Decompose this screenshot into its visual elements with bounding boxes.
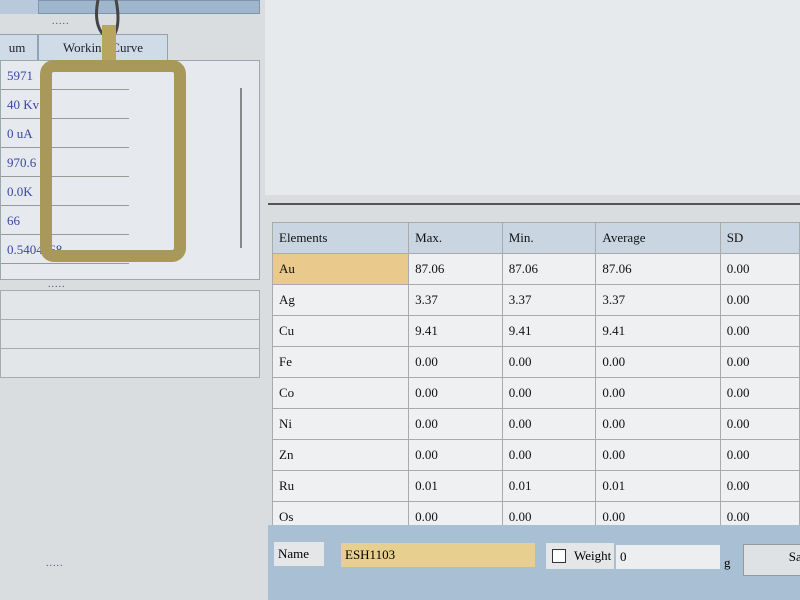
param-value: 0 uA [1, 119, 129, 148]
cell-sd: 0.00 [719, 315, 800, 347]
table-row[interactable]: Fe 0.00 0.00 0.00 0.00 [271, 346, 800, 378]
cell-average: 9.41 [595, 315, 721, 347]
cell-average: 0.00 [595, 408, 721, 440]
table-header: Elements Max. Min. Average SD [271, 222, 800, 254]
table-row[interactable]: Ni 0.00 0.00 0.00 0.00 [271, 408, 800, 440]
param-value: 40 Kv [1, 90, 129, 119]
cell-min: 9.41 [501, 315, 597, 347]
cell-element: Ag [271, 284, 410, 316]
pendant-overlay [40, 0, 186, 262]
param-value: 970.6 [1, 148, 129, 177]
name-label: Name [274, 542, 324, 566]
cell-max: 3.37 [408, 284, 503, 316]
cell-average: 0.01 [595, 470, 721, 502]
weight-unit: g [724, 555, 731, 570]
cell-min: 0.01 [501, 470, 597, 502]
cell-sd: 0.00 [719, 470, 800, 502]
cell-element: Co [271, 377, 410, 409]
cell-min: 3.37 [501, 284, 597, 316]
col-elements: Elements [271, 222, 410, 254]
cell-element: Ni [271, 408, 410, 440]
cell-sd: 0.00 [719, 284, 800, 316]
cell-average: 0.00 [595, 439, 721, 471]
cell-min: 87.06 [501, 253, 597, 285]
results-table: Elements Max. Min. Average SD Au 87.06 87.… [271, 222, 800, 533]
cell-min: 0.00 [501, 439, 597, 471]
table-row[interactable]: Ag 3.37 3.37 3.37 0.00 [271, 284, 800, 316]
param-value: 5971 [1, 61, 129, 90]
cell-element: Au [271, 253, 410, 285]
cell-sd: 0.00 [719, 253, 800, 285]
cell-element: Fe [271, 346, 410, 378]
cell-element: Zn [271, 439, 410, 471]
save-button[interactable]: Save [743, 544, 800, 576]
cell-min: 0.00 [501, 377, 597, 409]
divider [268, 203, 800, 205]
splitter-grip[interactable]: ..... [48, 279, 66, 290]
cell-sd: 0.00 [719, 408, 800, 440]
cell-element: Cu [271, 315, 410, 347]
cell-max: 87.06 [408, 253, 503, 285]
table-row[interactable]: Ru 0.01 0.01 0.01 0.00 [271, 470, 800, 502]
cell-average: 0.00 [595, 377, 721, 409]
cell-min: 0.00 [501, 408, 597, 440]
col-min: Min. [501, 222, 597, 254]
tab-spectrum[interactable]: um [0, 34, 38, 61]
cell-max: 9.41 [408, 315, 503, 347]
left-top-button[interactable] [38, 0, 260, 14]
table-row[interactable]: Zn 0.00 0.00 0.00 0.00 [271, 439, 800, 471]
weight-input[interactable]: 0 [616, 545, 720, 569]
weight-checkbox[interactable] [552, 549, 566, 563]
col-max: Max. [408, 222, 503, 254]
name-input[interactable]: ESH1103 [341, 543, 535, 567]
cell-average: 87.06 [595, 253, 721, 285]
cell-max: 0.00 [408, 439, 503, 471]
table-row[interactable]: Cu 9.41 9.41 9.41 0.00 [271, 315, 800, 347]
col-sd: SD [719, 222, 800, 254]
cell-element: Ru [271, 470, 410, 502]
cell-average: 3.37 [595, 284, 721, 316]
weight-label: Weight [574, 548, 612, 563]
cell-sd: 0.00 [719, 439, 800, 471]
param-value: 66 [1, 206, 129, 235]
cell-max: 0.00 [408, 408, 503, 440]
param-value: 0.0K [1, 177, 129, 206]
field-row [0, 348, 260, 378]
field-row [0, 319, 260, 349]
field-row [0, 290, 260, 320]
cell-sd: 0.00 [719, 346, 800, 378]
cell-max: 0.00 [408, 346, 503, 378]
cell-average: 0.00 [595, 346, 721, 378]
cell-sd: 0.00 [719, 377, 800, 409]
table-row[interactable]: Au 87.06 87.06 87.06 0.00 [271, 253, 800, 285]
spectrum-area [265, 0, 800, 195]
col-average: Average [595, 222, 721, 254]
splitter-grip[interactable]: ..... [52, 16, 70, 27]
scrollbar[interactable] [240, 88, 242, 248]
cell-max: 0.01 [408, 470, 503, 502]
cell-max: 0.00 [408, 377, 503, 409]
table-row[interactable]: Co 0.00 0.00 0.00 0.00 [271, 377, 800, 409]
splitter-grip[interactable]: ..... [46, 558, 64, 569]
cell-min: 0.00 [501, 346, 597, 378]
